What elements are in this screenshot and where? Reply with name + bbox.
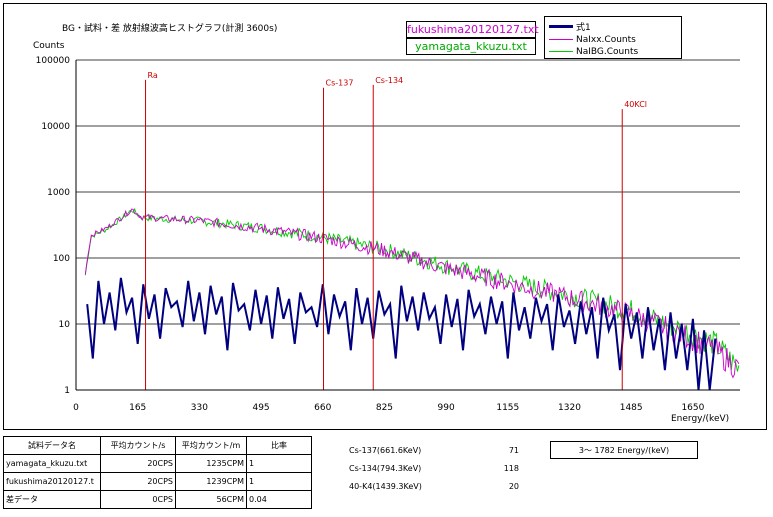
table-cell: yamagata_kkuzu.txt (3, 454, 101, 473)
sample-file-label: fukushima20120127.txt (406, 21, 539, 38)
table-cell: 0CPS (100, 490, 176, 509)
legend-label-2: NaIxx.Counts (576, 34, 636, 45)
annotation-label: Cs-137 (326, 79, 354, 88)
y-axis-label: Counts (33, 41, 65, 51)
x-tick-label: 825 (376, 403, 393, 413)
table-cell: 20CPS (100, 454, 176, 473)
background-file-label: yamagata_kkuzu.txt (406, 38, 536, 55)
table-cell: 1 (246, 454, 312, 473)
table-cell: 0.04 (246, 490, 312, 509)
stats-header-cpm: 平均カウント/m (175, 436, 247, 455)
legend-item-1: 式1 (549, 20, 591, 33)
x-axis-label: Energy/(keV) (671, 414, 729, 424)
table-cell: 差データ (3, 490, 101, 509)
table-cell: fukushima20120127.t (3, 472, 101, 491)
table-cell: 20CPS (100, 472, 176, 491)
stats-header-name: 試料データ名 (3, 436, 101, 455)
table-row: 差データ 0CPS 56CPM 0.04 (3, 490, 312, 509)
peak-label: Cs-134(794.3KeV) (349, 464, 422, 473)
annotation-label: Ra (148, 71, 158, 80)
peak-value: 71 (508, 446, 519, 455)
x-tick-label: 330 (191, 403, 208, 413)
y-tick-label: 100 (53, 254, 70, 264)
x-tick-label: 1320 (558, 403, 581, 413)
legend-swatch-2 (549, 39, 573, 40)
x-tick-label: 1650 (681, 403, 704, 413)
x-tick-label: 1485 (620, 403, 643, 413)
series-line-diff (86, 277, 717, 391)
x-tick-label: 990 (438, 403, 455, 413)
legend-swatch-3 (549, 51, 573, 52)
y-tick-label: 10000 (41, 122, 70, 132)
y-tick-label: 1000 (47, 188, 70, 198)
chart-frame (3, 3, 767, 430)
x-tick-label: 1155 (496, 403, 519, 413)
table-cell: 1 (246, 472, 312, 491)
table-row: yamagata_kkuzu.txt 20CPS 1235CPM 1 (3, 454, 312, 473)
legend-item-2: NaIxx.Counts (549, 33, 636, 46)
peak-value: 118 (503, 464, 519, 473)
table-cell: 56CPM (175, 490, 247, 509)
stats-header-cps: 平均カウント/s (100, 436, 176, 455)
table-row: fukushima20120127.t 20CPS 1239CPM 1 (3, 472, 312, 491)
peak-label: Cs-137(661.6KeV) (349, 446, 422, 455)
annotation-label: Cs-134 (375, 76, 403, 85)
y-tick-label: 1 (64, 386, 70, 396)
peak-label: 40-K4(1439.3KeV) (349, 482, 422, 491)
x-tick-label: 660 (314, 403, 331, 413)
x-tick-label: 495 (252, 403, 269, 413)
x-tick-label: 165 (129, 403, 146, 413)
energy-range-box: 3～ 1782 Energy/(keV) (550, 441, 698, 459)
stats-header-ratio: 比率 (246, 436, 312, 455)
legend-label-3: NaIBG.Counts (576, 46, 639, 57)
chart-svg: BG・試料・差 放射線波高ヒストグラフ(計測 3600s) Counts Ene… (33, 22, 740, 424)
table-cell: 1239CPM (175, 472, 247, 491)
table-cell: 1235CPM (175, 454, 247, 473)
y-tick-label: 10 (59, 320, 71, 330)
x-tick-label: 0 (73, 403, 79, 413)
series-line-NaIxx.Counts (84, 208, 740, 379)
legend: 式1 NaIxx.Counts NaIBG.Counts (544, 16, 682, 59)
legend-swatch-1 (549, 25, 573, 28)
chart-title: BG・試料・差 放射線波高ヒストグラフ(計測 3600s) (62, 22, 277, 34)
stats-table: 試料データ名 平均カウント/s 平均カウント/m 比率 yamagata_kku… (3, 436, 312, 509)
y-tick-label: 100000 (36, 56, 71, 66)
plot-layer: 1 10 100 1000 10000 100000 0 165 330 495 660 825 990… (36, 56, 740, 413)
stats-header-row: 試料データ名 平均カウント/s 平均カウント/m 比率 (3, 436, 312, 455)
peak-value: 20 (508, 482, 519, 491)
annotation-label: 40KCl (624, 100, 647, 109)
legend-label-1: 式1 (576, 23, 591, 33)
legend-item-3: NaIBG.Counts (549, 45, 638, 58)
